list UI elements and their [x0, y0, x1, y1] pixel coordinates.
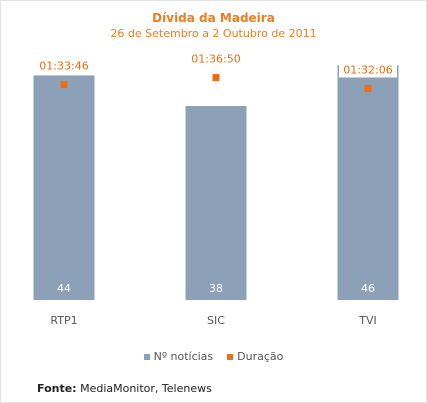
duration-marker — [212, 74, 220, 82]
legend-item-duracao: Duração — [227, 350, 283, 363]
duration-label: 01:33:46 — [39, 60, 88, 73]
bar-value-label: 44 — [57, 282, 71, 295]
duration-marker — [60, 81, 68, 89]
legend-swatch-duracao — [227, 353, 234, 360]
legend-item-noticias: Nº notícias — [143, 350, 214, 363]
duration-label-box — [187, 51, 245, 67]
duration-label-box — [35, 58, 93, 74]
source-text: MediaMonitor, Telenews — [80, 382, 212, 395]
bar-rtp1 — [33, 75, 95, 301]
category-label: TVI — [358, 314, 377, 327]
duration-label: 01:32:06 — [343, 63, 392, 76]
legend-label-duracao: Duração — [237, 350, 284, 363]
bar-value-label: 46 — [361, 282, 375, 295]
bar-sic — [185, 106, 247, 301]
duration-label-box — [339, 62, 397, 78]
source-label: Fonte: — [37, 382, 77, 395]
chart-legend: Nº notícias Duração — [0, 350, 427, 363]
category-label: SIC — [207, 314, 225, 327]
bar-value-label: 38 — [209, 282, 223, 295]
chart-subtitle: 26 de Setembro a 2 Outubro de 2011 — [110, 27, 317, 40]
duration-marker — [364, 84, 372, 92]
chart-title: Dívida da Madeira — [152, 11, 275, 25]
category-label: RTP1 — [50, 314, 77, 327]
bar-tvi — [337, 65, 399, 300]
duration-label: 01:36:50 — [191, 53, 240, 66]
source-note: Fonte: MediaMonitor, Telenews — [37, 382, 212, 395]
legend-swatch-noticias — [143, 353, 150, 360]
legend-label-noticias: Nº notícias — [153, 350, 214, 363]
